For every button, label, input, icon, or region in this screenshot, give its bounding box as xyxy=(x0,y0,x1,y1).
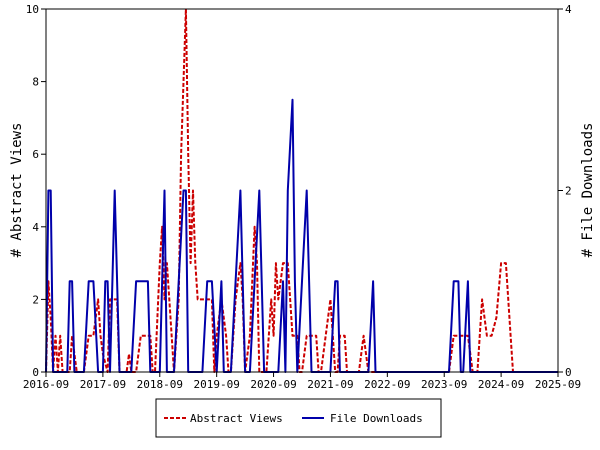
x-tick-label: 2019-09 xyxy=(193,378,239,391)
x-tick-label: 2021-09 xyxy=(307,378,353,391)
y-right-tick-label: 2 xyxy=(565,185,572,198)
y-left-tick-label: 6 xyxy=(32,148,39,161)
legend-box xyxy=(155,398,442,438)
y-right-axis-title: # File Downloads xyxy=(580,123,596,258)
legend-label-abstract-views: Abstract Views xyxy=(190,412,283,425)
y-left-axis-title: # Abstract Views xyxy=(9,123,25,258)
x-tick-label: 2018-09 xyxy=(137,378,183,391)
y-left-axis-ticks: 0 2 4 6 8 10 xyxy=(26,3,46,379)
chart-legend: Abstract Views File Downloads xyxy=(155,398,442,438)
series-file-downloads-line xyxy=(45,98,558,373)
x-tick-label: 2022-09 xyxy=(364,378,410,391)
y-left-tick-label: 2 xyxy=(32,293,39,306)
y-left-tick-label: 8 xyxy=(32,76,39,89)
x-tick-label: 2020-09 xyxy=(250,378,296,391)
x-tick-label: 2016-09 xyxy=(23,378,69,391)
y-right-tick-label: 4 xyxy=(565,3,572,16)
series-layer xyxy=(45,8,558,373)
legend-label-file-downloads: File Downloads xyxy=(330,412,423,425)
x-tick-label: 2023-09 xyxy=(421,378,467,391)
y-left-tick-label: 4 xyxy=(32,221,39,234)
series-abstract-views-line xyxy=(45,8,558,373)
x-tick-label: 2017-09 xyxy=(80,378,126,391)
x-tick-label: 2024-09 xyxy=(478,378,524,391)
y-left-tick-label: 0 xyxy=(32,366,39,379)
y-left-tick-label: 10 xyxy=(26,3,39,16)
y-right-tick-label: 0 xyxy=(565,366,572,379)
y-right-axis-ticks: 0 2 4 xyxy=(558,3,572,379)
x-tick-label: 2025-09 xyxy=(535,378,581,391)
x-axis-ticks: 2016-09 2017-09 2018-09 2019-09 2020-09 2021-… xyxy=(23,372,581,391)
